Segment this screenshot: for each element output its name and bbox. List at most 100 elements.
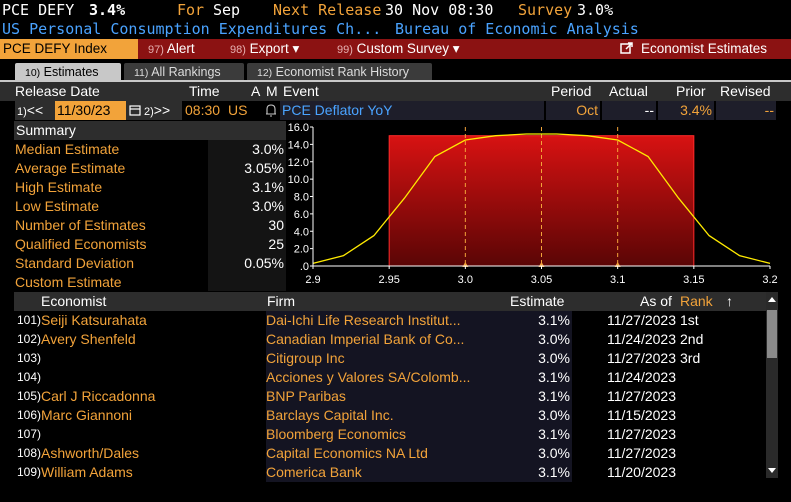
- table-row[interactable]: 104) Acciones y Valores SA/Colomb... 3.1% 1…: [14, 368, 766, 387]
- table-row[interactable]: 103) Citigroup Inc 3.0% 11/27/2023 3rd: [14, 349, 766, 368]
- calendar-icon[interactable]: [126, 101, 142, 120]
- table-row[interactable]: 101) Seiji Katsurahata Dai-Ichi Life Resea…: [14, 311, 766, 330]
- as-of-date: 11/27/2023: [606, 445, 676, 461]
- event-row: 1)<< 11/30/23 2)>> 08:30 US PCE Deflator…: [0, 101, 791, 120]
- y-tick-label: 16.0: [288, 122, 309, 134]
- summary-label: Number of Estimates: [15, 217, 146, 233]
- summary-label: Low Estimate: [15, 198, 100, 214]
- as-of-col-header[interactable]: As of: [640, 293, 672, 309]
- for-value: Sep: [213, 1, 241, 19]
- row-number: 103): [17, 351, 42, 365]
- row-number: 101): [17, 313, 42, 327]
- summary-row-qualified: Qualified Economists 25: [14, 235, 286, 254]
- scroll-up-icon[interactable]: [766, 294, 778, 306]
- as-of-date: 11/27/2023: [606, 350, 676, 366]
- release-date-input[interactable]: 11/30/23: [55, 101, 126, 120]
- alert-button[interactable]: 97) Alert: [148, 39, 195, 59]
- summary-row-median: Median Estimate 3.0%: [14, 140, 286, 159]
- y-tick-label: 8.0: [294, 192, 309, 204]
- firm-col-header[interactable]: Firm: [267, 293, 295, 309]
- revised-header[interactable]: Revised: [720, 83, 771, 99]
- period-header[interactable]: Period: [551, 83, 592, 99]
- ticker-index-label: PCE DEFY Index: [3, 41, 108, 56]
- y-tick-label: 14.0: [288, 139, 309, 151]
- a-header[interactable]: A: [251, 83, 261, 99]
- chevron-right-icon: >>: [153, 102, 171, 118]
- table-row[interactable]: 108) Ashworth/Dales Capital Economics NA L…: [14, 444, 766, 463]
- summary-row-custom[interactable]: Custom Estimate: [14, 273, 286, 292]
- prev-date-button[interactable]: 1)<<: [15, 101, 55, 120]
- economist-estimates-button[interactable]: Economist Estimates: [620, 39, 767, 59]
- summary-label: High Estimate: [15, 179, 103, 195]
- y-tick-label: 2.0: [294, 244, 309, 256]
- m-header[interactable]: M: [266, 83, 278, 99]
- x-tick-label: 3.0: [458, 274, 473, 286]
- tab-economist-rank-history[interactable]: 12) Economist Rank History: [247, 63, 432, 81]
- estimate-value: 3.1%: [492, 311, 572, 330]
- event-table-header: Release Date Time A M Event Period Actua…: [0, 82, 791, 101]
- security-header: PCE DEFY 3.4% For Sep Next Release 30 No…: [0, 0, 791, 21]
- tab-bar: 10) Estimates 11) All Rankings 12) Econo…: [0, 61, 791, 81]
- firm-name: BNP Paribas: [266, 387, 492, 406]
- estimate-value: 3.1%: [492, 463, 572, 482]
- event-name[interactable]: PCE Deflator YoY: [280, 101, 544, 120]
- time-header[interactable]: Time: [189, 83, 220, 99]
- export-num: 98): [230, 44, 246, 56]
- row-number: 105): [17, 389, 42, 403]
- y-tick-label: 4.0: [294, 226, 309, 238]
- row-number: 102): [17, 332, 42, 346]
- release-date-value: 11/30/23: [57, 102, 111, 118]
- table-row[interactable]: 106) Marc Giannoni Barclays Capital Inc. 3.…: [14, 406, 766, 425]
- table-row[interactable]: 102) Avery Shenfeld Canadian Imperial Bank…: [14, 330, 766, 349]
- event-revised-value: --: [764, 102, 774, 118]
- estimate-value: 3.1%: [492, 368, 572, 387]
- firm-name: Capital Economics NA Ltd: [266, 444, 492, 463]
- chevron-left-icon: <<: [26, 102, 44, 118]
- bell-icon[interactable]: [264, 103, 278, 118]
- custom-survey-num: 99): [337, 44, 353, 56]
- estimate-value: 3.0%: [492, 349, 572, 368]
- custom-survey-button[interactable]: 99) Custom Survey ▾: [337, 39, 460, 59]
- rank-col-header[interactable]: Rank: [680, 293, 713, 309]
- actual-header[interactable]: Actual: [609, 83, 648, 99]
- event-prior-value: 3.4%: [680, 102, 712, 118]
- estimate-value: 3.0%: [492, 330, 572, 349]
- table-row[interactable]: 107) Bloomberg Economics 3.1% 11/27/2023: [14, 425, 766, 444]
- export-button[interactable]: 98) Export ▾: [230, 39, 299, 59]
- estimate-col-header[interactable]: Estimate: [510, 293, 565, 309]
- summary-label: Average Estimate: [15, 160, 126, 176]
- ticker-index-button[interactable]: PCE DEFY Index: [0, 39, 138, 59]
- y-tick-label: 12.0: [288, 157, 309, 169]
- row-number: 106): [17, 408, 42, 422]
- scroll-down-icon[interactable]: [766, 465, 778, 477]
- estimate-value: 3.0%: [492, 444, 572, 463]
- custom-survey-label: Custom Survey: [356, 41, 449, 56]
- table-row[interactable]: 105) Carl J Riccadonna BNP Paribas 3.1% 11/2…: [14, 387, 766, 406]
- summary-value: 25: [268, 236, 284, 252]
- economist-name: Marc Giannoni: [41, 407, 133, 423]
- economist-name: Carl J Riccadonna: [41, 388, 156, 404]
- summary-value: 3.0%: [252, 141, 284, 157]
- tab-estimates[interactable]: 10) Estimates: [15, 63, 121, 81]
- x-tick-label: 3.2: [762, 274, 777, 286]
- economist-col-header[interactable]: Economist: [41, 293, 107, 309]
- event-header[interactable]: Event: [283, 83, 319, 99]
- sort-ascending-icon[interactable]: ↑: [726, 293, 733, 309]
- tab-all-rankings[interactable]: 11) All Rankings: [124, 63, 244, 81]
- scrollbar-thumb[interactable]: [767, 310, 777, 358]
- next-date-button[interactable]: 2)>>: [142, 101, 182, 120]
- y-tick-label: 6.0: [294, 209, 309, 221]
- alert-label: Alert: [166, 41, 195, 56]
- row-number: 104): [17, 370, 42, 384]
- y-tick-label: 10.0: [288, 174, 309, 186]
- prior-header[interactable]: Prior: [676, 83, 706, 99]
- next-release-label: Next Release: [273, 1, 382, 19]
- security-name: US Personal Consumption Expenditures Ch.…: [2, 20, 382, 38]
- table-row[interactable]: 109) William Adams Comerica Bank 3.1% 11/20/…: [14, 463, 766, 482]
- tab-num: 10): [25, 67, 41, 79]
- tab-underline: [0, 80, 791, 82]
- release-date-header[interactable]: Release Date: [15, 83, 100, 99]
- as-of-date: 11/24/2023: [606, 369, 676, 385]
- economist-name: William Adams: [41, 464, 133, 480]
- y-tick-label: .0: [300, 261, 309, 273]
